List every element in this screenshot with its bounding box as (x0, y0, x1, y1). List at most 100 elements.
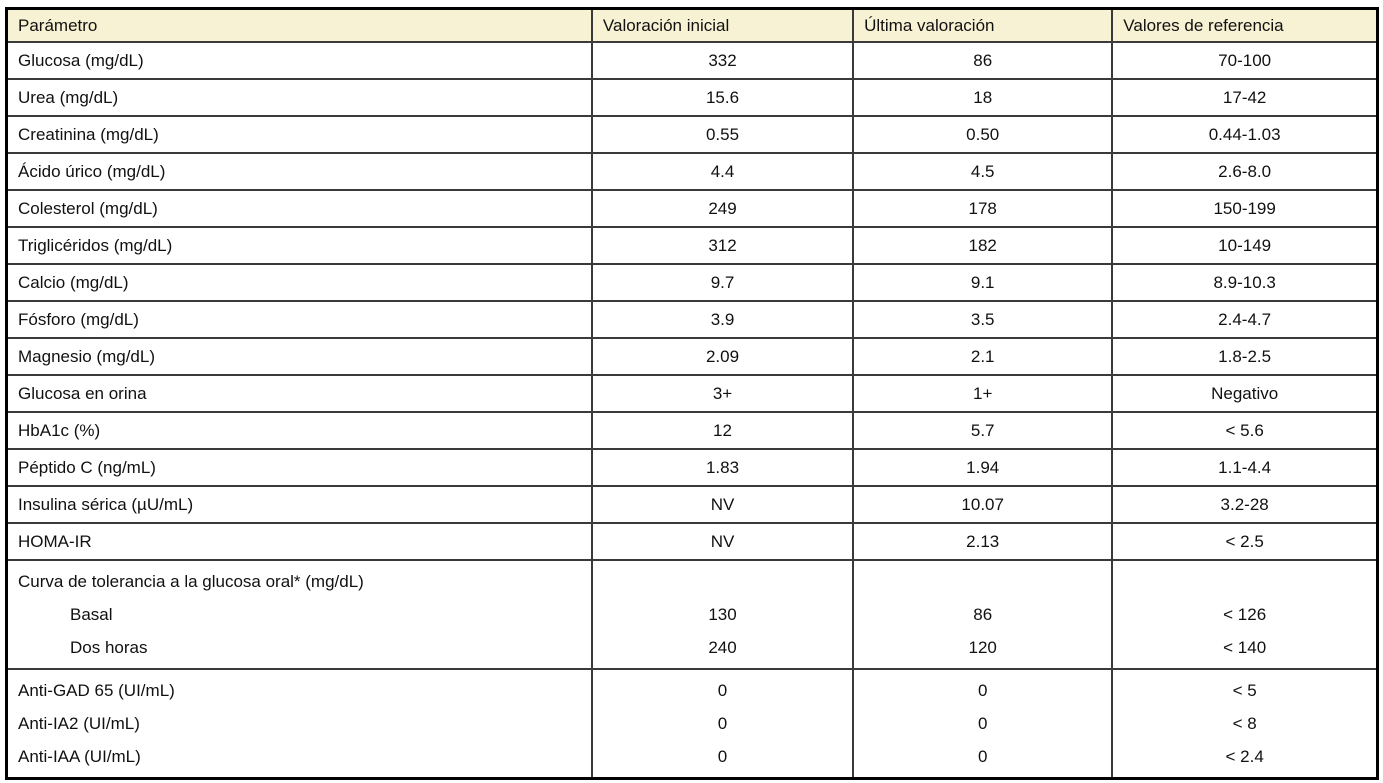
initial-value-cell: 332 (590, 41, 855, 80)
last-value-cell: 18 (852, 78, 1114, 117)
initial-value-cell: 130 240 (590, 559, 855, 670)
table-row: Colesterol (mg/dL) 249 178 150-199 (5, 189, 1379, 228)
subrow-value: 240 (708, 638, 737, 657)
last-value-cell: 86 120 (852, 559, 1114, 670)
table-row: Magnesio (mg/dL) 2.09 2.1 1.8-2.5 (5, 337, 1379, 376)
param-cell: Ácido úrico (mg/dL) (5, 152, 593, 191)
subrow-value: 120 (968, 638, 997, 657)
last-value-cell: 1.94 (852, 448, 1114, 487)
subrow-value: < 5 (1232, 681, 1257, 700)
last-value-cell: 86 (852, 41, 1114, 80)
last-value-cell: 2.1 (852, 337, 1114, 376)
param-cell: Glucosa en orina (5, 374, 593, 413)
last-value-cell: 4.5 (852, 152, 1114, 191)
header-row: Parámetro Valoración inicial Última valo… (5, 7, 1379, 43)
param-cell: Creatinina (mg/dL) (5, 115, 593, 154)
param-cell: Fósforo (mg/dL) (5, 300, 593, 339)
spacer-line (597, 565, 848, 598)
initial-value-cell: 3.9 (590, 300, 855, 339)
table-row: Fósforo (mg/dL) 3.9 3.5 2.4-4.7 (5, 300, 1379, 339)
reference-value-cell: 10-149 (1111, 226, 1379, 265)
subrow-label: Anti-IA2 (UI/mL) (18, 714, 140, 733)
initial-value-cell: 3+ (590, 374, 855, 413)
antibody-group-row: Anti-GAD 65 (UI/mL) Anti-IA2 (UI/mL) Ant… (5, 668, 1379, 780)
initial-value-cell: 249 (590, 189, 855, 228)
reference-value-cell: 3.2-28 (1111, 485, 1379, 524)
column-header-valores-referencia: Valores de referencia (1111, 7, 1379, 43)
reference-value-cell: 2.6-8.0 (1111, 152, 1379, 191)
param-cell: Curva de tolerancia a la glucosa oral* (… (5, 559, 593, 670)
reference-value-cell: 0.44-1.03 (1111, 115, 1379, 154)
last-value-cell: 178 (852, 189, 1114, 228)
initial-value-cell: 15.6 (590, 78, 855, 117)
param-cell: Magnesio (mg/dL) (5, 337, 593, 376)
reference-value-cell: 150-199 (1111, 189, 1379, 228)
subrow-value: 0 (717, 747, 728, 766)
subrow-value: < 8 (1232, 714, 1257, 733)
table-row: Péptido C (ng/mL) 1.83 1.94 1.1-4.4 (5, 448, 1379, 487)
subrow-value: 0 (717, 681, 728, 700)
param-cell: Glucosa (mg/dL) (5, 41, 593, 80)
param-cell: Colesterol (mg/dL) (5, 189, 593, 228)
table-row: Calcio (mg/dL) 9.7 9.1 8.9-10.3 (5, 263, 1379, 302)
initial-value-cell: 0.55 (590, 115, 855, 154)
reference-value-cell: < 126 < 140 (1111, 559, 1379, 670)
last-value-cell: 10.07 (852, 485, 1114, 524)
initial-value-cell: 312 (590, 226, 855, 265)
last-value-cell: 9.1 (852, 263, 1114, 302)
table-row: HOMA-IR NV 2.13 < 2.5 (5, 522, 1379, 561)
table-row: Glucosa en orina 3+ 1+ Negativo (5, 374, 1379, 413)
subrow-label: Basal (70, 605, 113, 624)
subrow-value: < 126 (1223, 605, 1267, 624)
param-cell: HOMA-IR (5, 522, 593, 561)
subrow-value: < 2.4 (1225, 747, 1264, 766)
initial-value-cell: NV (590, 522, 855, 561)
initial-value-cell: 4.4 (590, 152, 855, 191)
subrow-value: 0 (717, 714, 728, 733)
column-header-valoracion-inicial: Valoración inicial (590, 7, 855, 43)
table-row: Urea (mg/dL) 15.6 18 17-42 (5, 78, 1379, 117)
table-row: HbA1c (%) 12 5.7 < 5.6 (5, 411, 1379, 450)
param-cell: HbA1c (%) (5, 411, 593, 450)
group-title: Curva de tolerancia a la glucosa oral* (… (18, 572, 364, 591)
reference-value-cell: 8.9-10.3 (1111, 263, 1379, 302)
table-row: Insulina sérica (µU/mL) NV 10.07 3.2-28 (5, 485, 1379, 524)
initial-value-cell: NV (590, 485, 855, 524)
single-rows-body: Glucosa (mg/dL) 332 86 70-100 Urea (mg/dL) 15… (5, 41, 1379, 561)
reference-value-cell: 1.8-2.5 (1111, 337, 1379, 376)
last-value-cell: 182 (852, 226, 1114, 265)
last-value-cell: 3.5 (852, 300, 1114, 339)
subrow-value: < 140 (1223, 638, 1267, 657)
last-value-cell: 0.50 (852, 115, 1114, 154)
reference-value-cell: Negativo (1111, 374, 1379, 413)
reference-value-cell: < 2.5 (1111, 522, 1379, 561)
table-row: Creatinina (mg/dL) 0.55 0.50 0.44-1.03 (5, 115, 1379, 154)
table-row: Glucosa (mg/dL) 332 86 70-100 (5, 41, 1379, 80)
reference-value-cell: 70-100 (1111, 41, 1379, 80)
subrow-label: Anti-GAD 65 (UI/mL) (18, 681, 175, 700)
param-cell: Triglicéridos (mg/dL) (5, 226, 593, 265)
spacer-line (858, 565, 1107, 598)
initial-value-cell: 2.09 (590, 337, 855, 376)
reference-value-cell: 17-42 (1111, 78, 1379, 117)
subrow-value: 0 (977, 714, 988, 733)
table-row: Triglicéridos (mg/dL) 312 182 10-149 (5, 226, 1379, 265)
subrow-value: 130 (708, 605, 737, 624)
subrow-value: 0 (977, 747, 988, 766)
last-value-cell: 1+ (852, 374, 1114, 413)
spacer-line (1117, 565, 1372, 598)
last-value-cell: 0 0 0 (852, 668, 1114, 780)
table-row: Ácido úrico (mg/dL) 4.4 4.5 2.6-8.0 (5, 152, 1379, 191)
subrow-value: 86 (973, 605, 993, 624)
glucose-tolerance-group-row: Curva de tolerancia a la glucosa oral* (… (5, 559, 1379, 670)
param-cell: Insulina sérica (µU/mL) (5, 485, 593, 524)
column-header-ultima-valoracion: Última valoración (852, 7, 1114, 43)
subrow-value: 0 (977, 681, 988, 700)
param-cell: Péptido C (ng/mL) (5, 448, 593, 487)
last-value-cell: 2.13 (852, 522, 1114, 561)
param-cell: Urea (mg/dL) (5, 78, 593, 117)
initial-value-cell: 1.83 (590, 448, 855, 487)
column-header-parametro: Parámetro (5, 7, 593, 43)
last-value-cell: 5.7 (852, 411, 1114, 450)
